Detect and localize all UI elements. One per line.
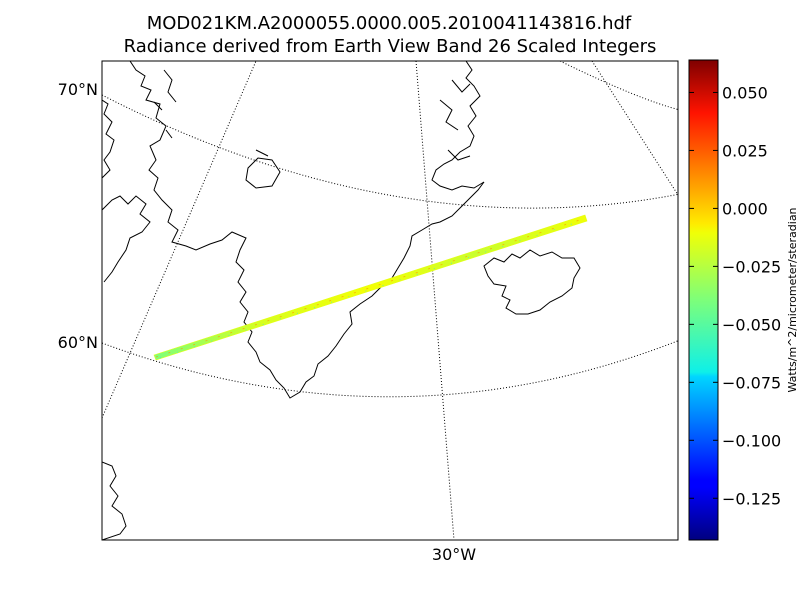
map-title-line-1: MOD021KM.A2000055.0000.005.2010041143816…	[146, 13, 632, 34]
colorbar-tick-label: 0.000	[722, 199, 768, 218]
greenland-fjords	[439, 79, 471, 161]
colorbar-unit-label: Watts/m^2/micrometer/steradian	[786, 207, 799, 392]
colorbar	[688, 59, 719, 541]
graticule-lat-60	[102, 340, 678, 398]
greenland-east-coastline	[431, 61, 485, 191]
iceland-coastline	[483, 249, 581, 315]
greenland-coastline	[129, 61, 485, 399]
inland-lake	[245, 149, 281, 189]
map-frame	[101, 60, 679, 541]
colorbar-tick-label: −0.025	[722, 257, 781, 276]
west-islands	[153, 69, 177, 139]
labrador-coastline	[102, 195, 151, 283]
graticule-lon-30w	[415, 61, 455, 540]
map-area	[102, 61, 678, 540]
radiance-swath	[153, 214, 588, 361]
graticule-lon-15w	[591, 61, 678, 196]
colorbar-tick-label: −0.100	[722, 431, 781, 450]
colorbar-tick-label: −0.075	[722, 373, 781, 392]
colorbar-tick-label: −0.125	[722, 489, 781, 508]
lat-label-70n: 70°N	[58, 80, 98, 99]
lat-label-60n: 60°N	[58, 333, 98, 352]
colorbar-tick-label: 0.050	[722, 83, 768, 102]
lon-label-30w: 30°W	[432, 545, 476, 564]
newfoundland-coastline	[102, 461, 127, 540]
baffin-coastline	[102, 99, 115, 179]
colorbar-tick-label: 0.025	[722, 141, 768, 160]
colorbar-ticks: 0.050 0.025 0.000 −0.025 −0.050 −0.075 −0.100 −…	[689, 83, 781, 508]
map-title-line-2: Radiance derived from Earth View Band 26…	[123, 36, 657, 57]
colorbar-tick-label: −0.050	[722, 315, 781, 334]
